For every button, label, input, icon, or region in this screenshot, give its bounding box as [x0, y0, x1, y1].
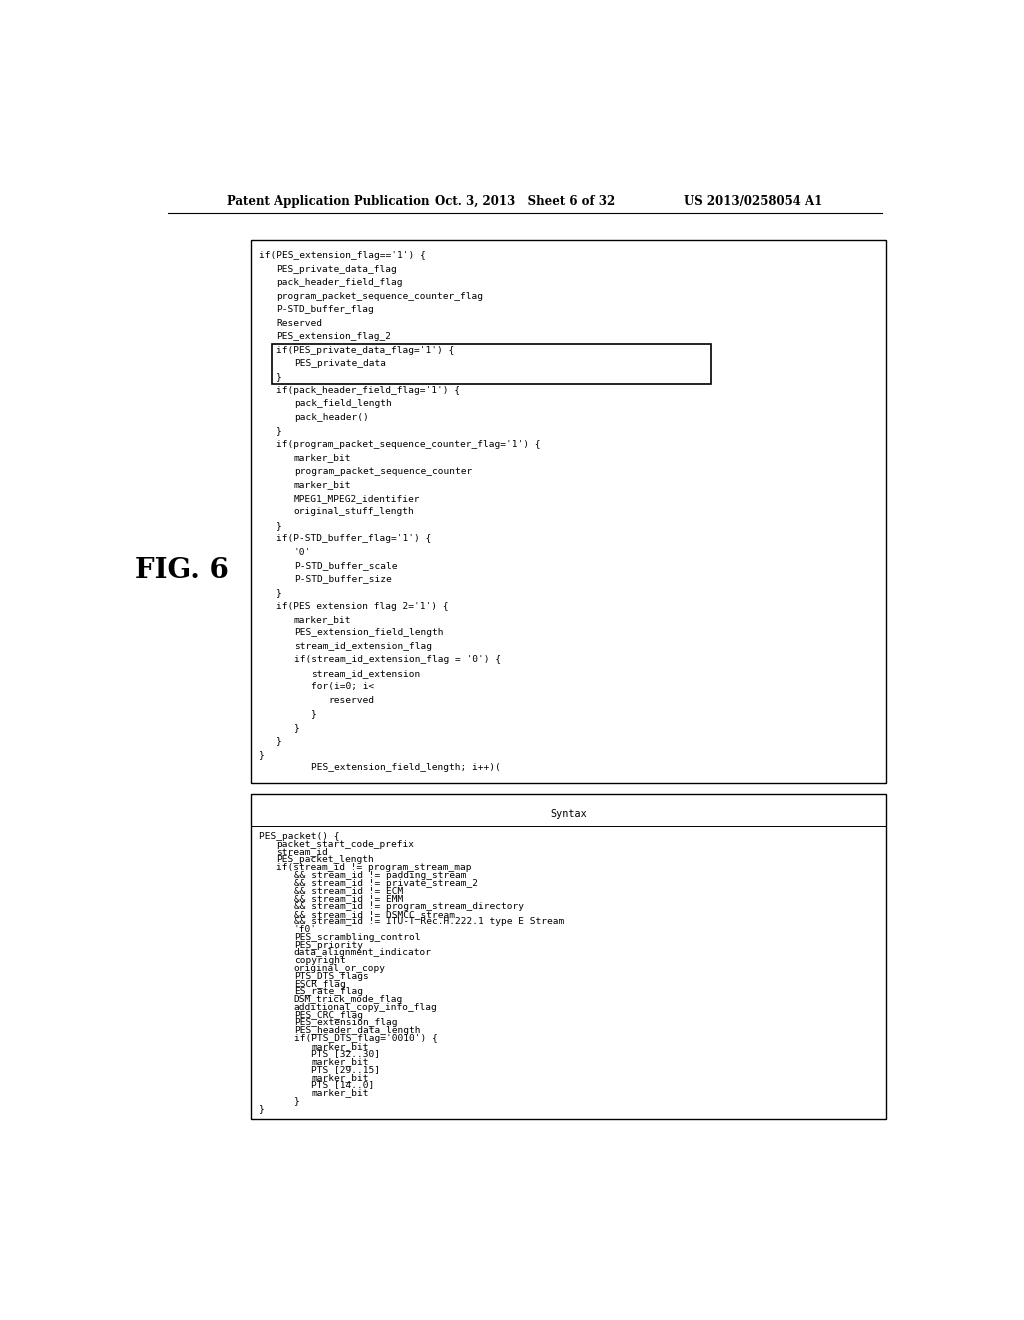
Text: && stream_id != ITU-T Rec.H.222.1 type E Stream: && stream_id != ITU-T Rec.H.222.1 type E… [294, 917, 564, 927]
Bar [272, 343, 712, 384]
Bar [251, 793, 886, 1119]
Text: if(PES extension flag 2='1') {: if(PES extension flag 2='1') { [276, 602, 449, 611]
Text: if(program_packet_sequence_counter_flag='1') {: if(program_packet_sequence_counter_flag=… [276, 440, 541, 449]
Text: P-STD_buffer_size: P-STD_buffer_size [294, 574, 391, 583]
Text: marker_bit: marker_bit [311, 1057, 369, 1067]
Text: && stream_id != EMM: && stream_id != EMM [294, 894, 403, 903]
Text: if(PES_private_data_flag='1') {: if(PES_private_data_flag='1') { [276, 346, 455, 355]
Text: MPEG1_MPEG2_identifier: MPEG1_MPEG2_identifier [294, 494, 421, 503]
Text: }: } [294, 1096, 300, 1105]
Text: PES_header_data_length: PES_header_data_length [294, 1026, 421, 1035]
Text: stream_id_extension_flag: stream_id_extension_flag [294, 642, 432, 651]
Text: marker_bit: marker_bit [311, 1073, 369, 1081]
Text: PES_extension_field_length; i++)(: PES_extension_field_length; i++)( [311, 763, 501, 772]
Text: && stream_id != private_stream_2: && stream_id != private_stream_2 [294, 879, 478, 887]
Text: if(pack_header_field_flag='1') {: if(pack_header_field_flag='1') { [276, 385, 461, 395]
Text: stream_id_extension: stream_id_extension [311, 669, 421, 678]
Text: copyright: copyright [294, 956, 346, 965]
Text: PES_private_data_flag: PES_private_data_flag [276, 265, 397, 273]
Text: PES_packet() {: PES_packet() { [259, 832, 339, 841]
Text: if(P-STD_buffer_flag='1') {: if(P-STD_buffer_flag='1') { [276, 535, 432, 543]
Text: reserved: reserved [329, 696, 375, 705]
Text: }: } [276, 737, 283, 746]
Text: ES_rate_flag: ES_rate_flag [294, 987, 362, 997]
Text: PTS [29..15]: PTS [29..15] [311, 1065, 380, 1074]
Text: }: } [276, 589, 283, 597]
Text: additional_copy_info_flag: additional_copy_info_flag [294, 1003, 437, 1012]
Text: && stream_id != ECM: && stream_id != ECM [294, 887, 403, 895]
Text: stream_id: stream_id [276, 847, 328, 857]
Text: Patent Application Publication: Patent Application Publication [227, 194, 430, 207]
Text: data_alignment_indicator: data_alignment_indicator [294, 949, 432, 957]
Text: PES_extension_flag: PES_extension_flag [294, 1018, 397, 1027]
Text: && stream_id != DSMCC_stream: && stream_id != DSMCC_stream [294, 909, 455, 919]
Text: && stream_id != program_stream_directory: && stream_id != program_stream_directory [294, 902, 524, 911]
Text: }: } [311, 709, 317, 718]
Text: marker_bit: marker_bit [294, 480, 351, 490]
Text: PTS_DTS_flags: PTS_DTS_flags [294, 972, 369, 981]
Text: P-STD_buffer_flag: P-STD_buffer_flag [276, 305, 374, 314]
Text: original_or_copy: original_or_copy [294, 964, 386, 973]
Text: PTS [14..0]: PTS [14..0] [311, 1081, 375, 1089]
Text: PES_extension_flag_2: PES_extension_flag_2 [276, 333, 391, 341]
Text: Reserved: Reserved [276, 318, 323, 327]
Text: if(PTS_DTS_flag='0010') {: if(PTS_DTS_flag='0010') { [294, 1034, 437, 1043]
Text: Syntax: Syntax [550, 809, 587, 818]
Text: PES_packet_length: PES_packet_length [276, 855, 374, 865]
Text: PES_priority: PES_priority [294, 941, 362, 949]
Text: if(PES_extension_flag=='1') {: if(PES_extension_flag=='1') { [259, 251, 426, 260]
Text: }: } [259, 1104, 264, 1113]
Text: DSM_trick_mode_flag: DSM_trick_mode_flag [294, 995, 403, 1005]
Text: }: } [294, 723, 300, 731]
Text: PES_private_data: PES_private_data [294, 359, 386, 368]
Text: US 2013/0258054 A1: US 2013/0258054 A1 [684, 194, 822, 207]
Text: pack_header_field_flag: pack_header_field_flag [276, 279, 402, 288]
Text: ESCR_flag: ESCR_flag [294, 979, 346, 989]
Text: program_packet_sequence_counter_flag: program_packet_sequence_counter_flag [276, 292, 483, 301]
Text: PES_extension_field_length: PES_extension_field_length [294, 628, 443, 638]
Text: pack_header(): pack_header() [294, 413, 369, 422]
Text: P-STD_buffer_scale: P-STD_buffer_scale [294, 561, 397, 570]
Text: }: } [276, 372, 283, 381]
Text: }: } [259, 750, 264, 759]
Text: 'f0': 'f0' [294, 925, 316, 935]
Text: }: } [276, 520, 283, 529]
Text: FIG. 6: FIG. 6 [135, 557, 229, 583]
Text: }: } [276, 426, 283, 436]
Bar [251, 240, 886, 784]
Text: if(stream_id_extension_flag = '0') {: if(stream_id_extension_flag = '0') { [294, 656, 501, 664]
Text: PES_scrambling_control: PES_scrambling_control [294, 933, 421, 942]
Text: '0': '0' [294, 548, 311, 557]
Text: marker_bit: marker_bit [311, 1088, 369, 1097]
Text: PTS [32..30]: PTS [32..30] [311, 1049, 380, 1059]
Text: PES_CRC_flag: PES_CRC_flag [294, 1011, 362, 1019]
Text: packet_start_code_prefix: packet_start_code_prefix [276, 840, 415, 849]
Text: marker_bit: marker_bit [294, 453, 351, 462]
Text: && stream_id != padding_stream: && stream_id != padding_stream [294, 871, 466, 880]
Text: program_packet_sequence_counter: program_packet_sequence_counter [294, 467, 472, 475]
Text: Oct. 3, 2013   Sheet 6 of 32: Oct. 3, 2013 Sheet 6 of 32 [434, 194, 615, 207]
Text: marker_bit: marker_bit [311, 1041, 369, 1051]
Text: original_stuff_length: original_stuff_length [294, 507, 415, 516]
Text: for(i=0; i<: for(i=0; i< [311, 682, 375, 692]
Text: marker_bit: marker_bit [294, 615, 351, 624]
Text: if(stream_id != program_stream_map: if(stream_id != program_stream_map [276, 863, 472, 873]
Text: pack_field_length: pack_field_length [294, 400, 391, 408]
